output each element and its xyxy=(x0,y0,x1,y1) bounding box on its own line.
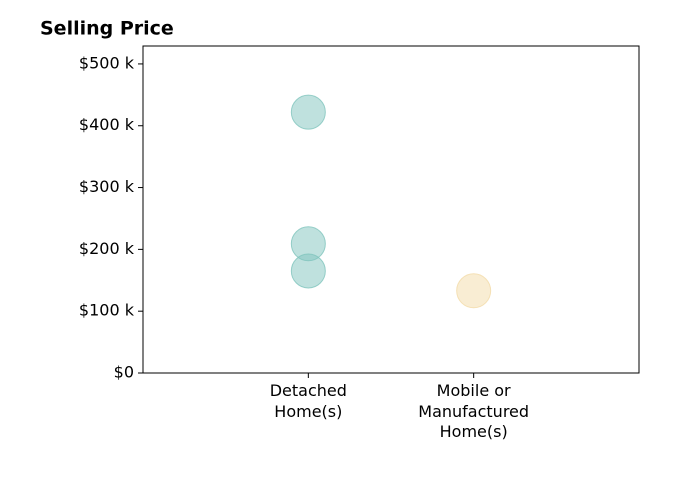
chart-title: Selling Price xyxy=(40,18,174,40)
y-tick-label: $100 k xyxy=(79,301,135,320)
point xyxy=(290,253,326,289)
x-tick-label: Detached Home(s) xyxy=(269,381,347,421)
y-tick-label: $300 k xyxy=(79,177,135,196)
y-tick-label: $200 k xyxy=(79,239,135,258)
point xyxy=(290,94,326,130)
plot-frame xyxy=(142,45,640,374)
point xyxy=(456,273,492,309)
x-tick-label: Mobile or Manufactured Home(s) xyxy=(418,381,530,441)
y-tick-label: $500 k xyxy=(79,53,135,72)
y-tick-label: $400 k xyxy=(79,115,135,134)
y-tick-label: $0 xyxy=(114,363,134,382)
